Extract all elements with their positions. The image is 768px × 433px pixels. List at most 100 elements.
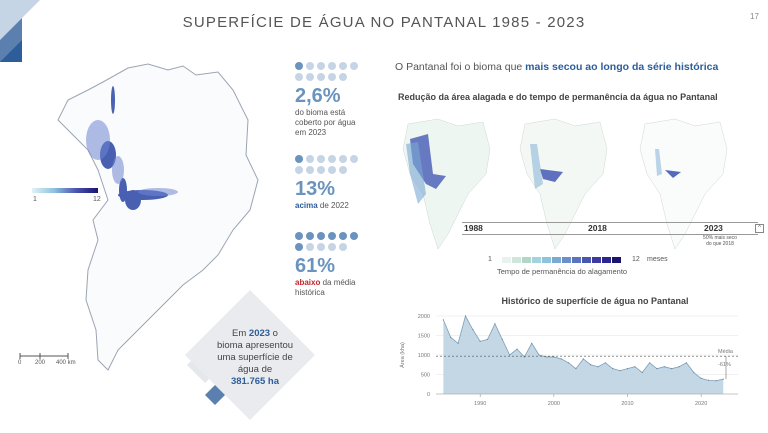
x-tick-label: 2010 [621, 401, 633, 407]
pantanal-water-map [19, 63, 259, 371]
note-line: do que 2018 [706, 241, 734, 247]
reduction-legend-unit: meses [647, 256, 668, 263]
data-point [707, 379, 710, 381]
data-point [641, 371, 643, 374]
map-legend-max: 12 [93, 196, 101, 203]
stat-text: de 2022 [317, 201, 349, 210]
note-line: 50% mais seco [703, 235, 737, 241]
expand-icon[interactable]: ^ [755, 224, 764, 233]
legend-swatch [522, 257, 531, 263]
box-year: 2023 [248, 328, 271, 339]
data-point [715, 380, 717, 382]
note-2023: 50% mais seco do que 2018 [700, 235, 740, 247]
legend-swatch [572, 257, 581, 263]
page-title: SUPERFÍCIE DE ÁGUA NO PANTANAL 1985 - 20… [182, 14, 586, 31]
scale-label-400: 400 km [56, 360, 76, 366]
data-point [626, 368, 629, 370]
data-point [619, 370, 621, 372]
data-point [671, 368, 673, 370]
data-point [450, 336, 452, 339]
map-2018 [519, 118, 608, 250]
box-text: água de [237, 364, 273, 375]
data-point [604, 362, 607, 364]
data-point [634, 366, 636, 368]
box-text: bioma apresentou [216, 340, 294, 351]
year-bar [462, 222, 758, 235]
chart-title: Histórico de superfície de água no Panta… [501, 296, 689, 306]
year-2018: 2018 [588, 223, 607, 233]
subtitle-text: O Pantanal foi o bioma que [395, 61, 526, 73]
reduction-legend-max: 12 [632, 256, 640, 263]
reduction-heading: Redução da área alagada e do tempo de pe… [398, 92, 718, 102]
data-point [457, 342, 459, 344]
data-point [494, 323, 496, 325]
dot-row [295, 232, 375, 240]
data-point [479, 340, 481, 342]
year-1988: 1988 [464, 223, 483, 233]
data-point [538, 354, 540, 356]
map-scale-bar [19, 353, 69, 359]
subtitle-bold: mais secou ao longo da série histórica [525, 61, 719, 73]
data-point [509, 354, 511, 356]
y-tick-label: 2000 [418, 314, 430, 320]
map-legend-min: 1 [33, 196, 37, 203]
data-point [656, 368, 658, 370]
box-text: uma superfície de [217, 352, 293, 363]
legend-swatch [502, 257, 511, 263]
data-point [693, 371, 695, 374]
legend-swatch [542, 257, 551, 263]
corner-decoration [0, 0, 40, 62]
data-point [582, 358, 584, 360]
stat-value: 13% [295, 178, 336, 200]
x-tick-label: 2020 [695, 401, 707, 407]
stat-value: 2,6% [295, 85, 341, 107]
mean-delta-label: -61% [718, 362, 731, 368]
x-tick-label: 1990 [474, 401, 486, 407]
data-point [663, 366, 665, 368]
data-point [531, 342, 533, 344]
stat-13: 13% acima de 2022 [295, 155, 375, 211]
water-surface-area-chart: 0 500 1000 1500 2000 Área (kha) Média -61% 1990 2… [399, 314, 738, 407]
diamond-decoration [185, 290, 315, 420]
subtitle: O Pantanal foi o bioma que mais secou ao… [395, 61, 765, 73]
area-series [443, 316, 724, 394]
box-value: 381.765 ha [230, 376, 280, 387]
data-point [486, 338, 489, 340]
y-tick-label: 0 [427, 392, 430, 398]
data-point [545, 356, 548, 358]
data-point [649, 362, 651, 364]
stat-text: do bioma está [295, 108, 346, 117]
map-legend-bar [32, 188, 98, 193]
x-tick-label: 2000 [548, 401, 560, 407]
y-tick-label: 1500 [418, 334, 430, 340]
legend-swatch [512, 257, 521, 263]
legend-swatch [592, 257, 601, 263]
legend-swatch [582, 257, 591, 263]
reduction-legend-swatches [502, 257, 621, 263]
reduction-legend-min: 1 [488, 256, 492, 263]
scale-label-200: 200 [35, 360, 46, 366]
stat-value: 61% [295, 255, 336, 277]
data-point [590, 364, 592, 366]
info-box-text: Em 2023 o bioma apresentou uma superfíci… [215, 328, 295, 388]
data-point [560, 358, 562, 360]
data-point [516, 348, 518, 350]
data-point [464, 315, 467, 317]
data-point [567, 362, 570, 364]
stat-2-6: 2,6% do bioma está coberto por água em 2… [295, 62, 375, 138]
data-point [678, 366, 680, 368]
data-point [472, 329, 474, 331]
map-1988 [402, 118, 491, 250]
box-text: o [270, 328, 278, 339]
stat-emph: acima [295, 201, 318, 210]
dot-row [295, 155, 375, 163]
data-point [722, 378, 724, 380]
box-text: Em [232, 328, 249, 339]
dot-row [295, 62, 375, 70]
stat-text: coberto por água [295, 118, 356, 127]
data-point [700, 377, 702, 379]
data-point [575, 368, 577, 370]
reduction-legend-caption: Tempo de permanência do alagamento [497, 267, 628, 276]
legend-swatch [532, 257, 541, 263]
mean-label: Média [718, 349, 734, 355]
